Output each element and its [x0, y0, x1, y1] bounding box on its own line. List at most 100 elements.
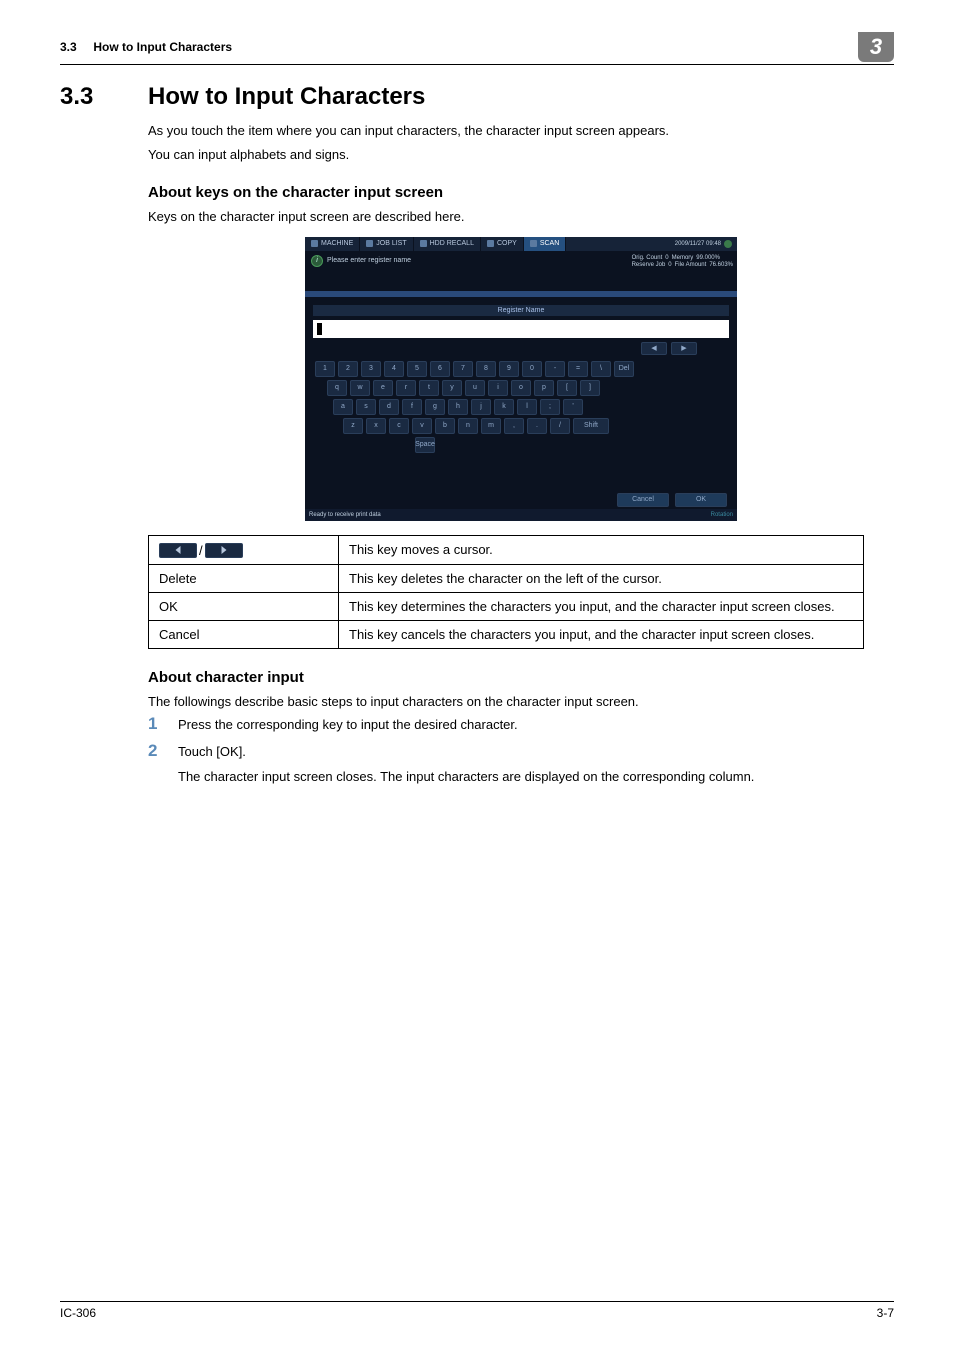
scan-icon [530, 240, 537, 247]
sub1-line1: Keys on the character input screen are d… [148, 207, 894, 227]
key-1[interactable]: 1 [315, 361, 335, 377]
key-0[interactable]: 0 [522, 361, 542, 377]
key-'[interactable]: ' [563, 399, 583, 415]
cancel-label: Cancel [149, 620, 339, 648]
table-row: Cancel This key cancels the characters y… [149, 620, 864, 648]
tab-copy[interactable]: COPY [481, 237, 524, 251]
hdd-icon [420, 240, 427, 247]
step-list: 1 Press the corresponding key to input t… [148, 715, 894, 759]
machine-icon [311, 240, 318, 247]
key-f[interactable]: f [402, 399, 422, 415]
key-5[interactable]: 5 [407, 361, 427, 377]
table-row: Delete This key deletes the character on… [149, 564, 864, 592]
register-name-input[interactable] [313, 320, 729, 338]
key-=[interactable]: = [568, 361, 588, 377]
key-s[interactable]: s [356, 399, 376, 415]
key-e[interactable]: e [373, 380, 393, 396]
tab-joblist[interactable]: JOB LIST [360, 237, 413, 251]
key-d[interactable]: d [379, 399, 399, 415]
key-/[interactable]: / [550, 418, 570, 434]
key-u[interactable]: u [465, 380, 485, 396]
key-n[interactable]: n [458, 418, 478, 434]
kbd-row-space: Space [315, 437, 727, 453]
ok-button[interactable]: OK [675, 493, 727, 507]
key-shift[interactable]: Shift [573, 418, 609, 434]
key-k[interactable]: k [494, 399, 514, 415]
footer-left: IC-306 [60, 1306, 96, 1320]
key-w[interactable]: w [350, 380, 370, 396]
scr-topbar: MACHINE JOB LIST HDD RECALL COPY SCAN 20… [305, 237, 737, 251]
key-x[interactable]: x [366, 418, 386, 434]
step-2: 2 Touch [OK]. [148, 742, 894, 759]
key-3[interactable]: 3 [361, 361, 381, 377]
key-t[interactable]: t [419, 380, 439, 396]
section-heading: How to Input Characters [148, 83, 425, 111]
key-;[interactable]: ; [540, 399, 560, 415]
section-number: 3.3 [60, 83, 148, 111]
key-2[interactable]: 2 [338, 361, 358, 377]
section-title-row: 3.3 How to Input Characters [60, 83, 894, 111]
key-4[interactable]: 4 [384, 361, 404, 377]
step-1: 1 Press the corresponding key to input t… [148, 715, 894, 732]
key-a[interactable]: a [333, 399, 353, 415]
header-left: 3.3 How to Input Characters [60, 40, 232, 54]
key-6[interactable]: 6 [430, 361, 450, 377]
key-[[interactable]: [ [557, 380, 577, 396]
key-l[interactable]: l [517, 399, 537, 415]
prompt-text: Please enter register name [327, 257, 411, 264]
subheading-keys: About keys on the character input screen [148, 184, 894, 201]
screenshot-container: MACHINE JOB LIST HDD RECALL COPY SCAN 2 0… [148, 237, 894, 521]
key-p[interactable]: p [534, 380, 554, 396]
delete-label: Delete [149, 564, 339, 592]
scr-strip [305, 291, 737, 297]
key-c[interactable]: c [389, 418, 409, 434]
arrow-left-icon [159, 543, 197, 558]
key-q[interactable]: q [327, 380, 347, 396]
intro-line-1: As you touch the item where you can inpu… [148, 121, 894, 141]
chapter-badge: 3 [858, 32, 894, 62]
key-z[interactable]: z [343, 418, 363, 434]
key-m[interactable]: m [481, 418, 501, 434]
key-\[interactable]: \ [591, 361, 611, 377]
key-h[interactable]: h [448, 399, 468, 415]
copy-icon [487, 240, 494, 247]
scr-bottom-buttons: Cancel OK [617, 493, 727, 507]
tab-machine[interactable]: MACHINE [305, 237, 360, 251]
key-b[interactable]: b [435, 418, 455, 434]
key--[interactable]: - [545, 361, 565, 377]
cancel-button[interactable]: Cancel [617, 493, 669, 507]
key-.[interactable]: . [527, 418, 547, 434]
arrow-right-icon [205, 543, 243, 558]
key-8[interactable]: 8 [476, 361, 496, 377]
key-,[interactable]: , [504, 418, 524, 434]
tab-scan[interactable]: SCAN [524, 237, 566, 251]
info-icon: i [311, 255, 323, 267]
subheading-input: About character input [148, 669, 894, 686]
character-input-screenshot: MACHINE JOB LIST HDD RECALL COPY SCAN 2 0… [305, 237, 737, 521]
text-caret [317, 323, 322, 335]
key-y[interactable]: y [442, 380, 462, 396]
key-o[interactable]: o [511, 380, 531, 396]
step-2-text: Touch [OK]. [178, 742, 246, 759]
step-1-text: Press the corresponding key to input the… [178, 715, 518, 732]
cursor-arrows: ◀ ▶ [305, 342, 737, 359]
cursor-left-button[interactable]: ◀ [641, 342, 667, 355]
key-r[interactable]: r [396, 380, 416, 396]
key-v[interactable]: v [412, 418, 432, 434]
key-i[interactable]: i [488, 380, 508, 396]
delete-desc: This key deletes the character on the le… [339, 564, 864, 592]
key-space[interactable]: Space [415, 437, 435, 453]
step-number: 2 [148, 742, 178, 759]
key-delete[interactable]: Del [614, 361, 634, 377]
key-9[interactable]: 9 [499, 361, 519, 377]
key-7[interactable]: 7 [453, 361, 473, 377]
key-g[interactable]: g [425, 399, 445, 415]
page-header: 3.3 How to Input Characters 3 [60, 32, 894, 65]
kbd-row-1: 1234567890-=\Del [315, 361, 727, 377]
table-row: / This key moves a cursor. [149, 535, 864, 564]
key-j[interactable]: j [471, 399, 491, 415]
cursor-right-button[interactable]: ▶ [671, 342, 697, 355]
key-][interactable]: ] [580, 380, 600, 396]
intro-line-2: You can input alphabets and signs. [148, 145, 894, 165]
tab-recall[interactable]: HDD RECALL [414, 237, 481, 251]
